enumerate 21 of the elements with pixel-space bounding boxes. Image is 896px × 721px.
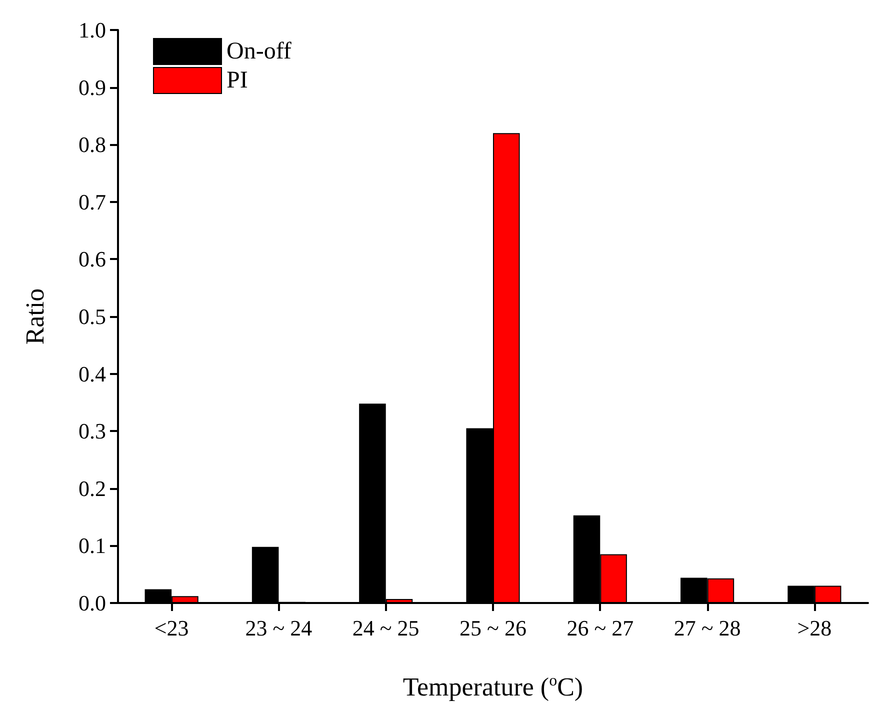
- x-tick-label: 25 ~ 26: [460, 616, 526, 640]
- y-tick-label: 0.6: [78, 246, 106, 272]
- y-tick-label: 0.9: [78, 74, 106, 100]
- legend-label: On-off: [226, 38, 292, 64]
- y-tick-label: 0.8: [78, 132, 106, 158]
- y-tick-label: 0.5: [78, 304, 106, 329]
- x-tick-label: 24 ~ 25: [352, 616, 420, 640]
- y-axis-title: Ratio: [20, 288, 50, 345]
- y-tick-label: 0.3: [78, 418, 106, 444]
- x-tick-label: 26 ~ 27: [566, 616, 634, 640]
- y-tick-label: 0.1: [78, 533, 106, 558]
- x-tick-label: <23: [154, 616, 189, 640]
- y-tick-label: 0.0: [78, 590, 106, 616]
- y-tick-label: 0.4: [78, 361, 106, 386]
- x-tick-label: >28: [797, 616, 832, 640]
- legend-label: PI: [226, 68, 248, 94]
- y-tick-label: 1.0: [78, 18, 106, 42]
- y-tick-label: 0.7: [78, 189, 106, 214]
- y-tick-label: 0.2: [78, 476, 106, 501]
- x-tick-label: 27 ~ 28: [674, 616, 741, 640]
- x-tick-label: 23 ~ 24: [245, 616, 312, 640]
